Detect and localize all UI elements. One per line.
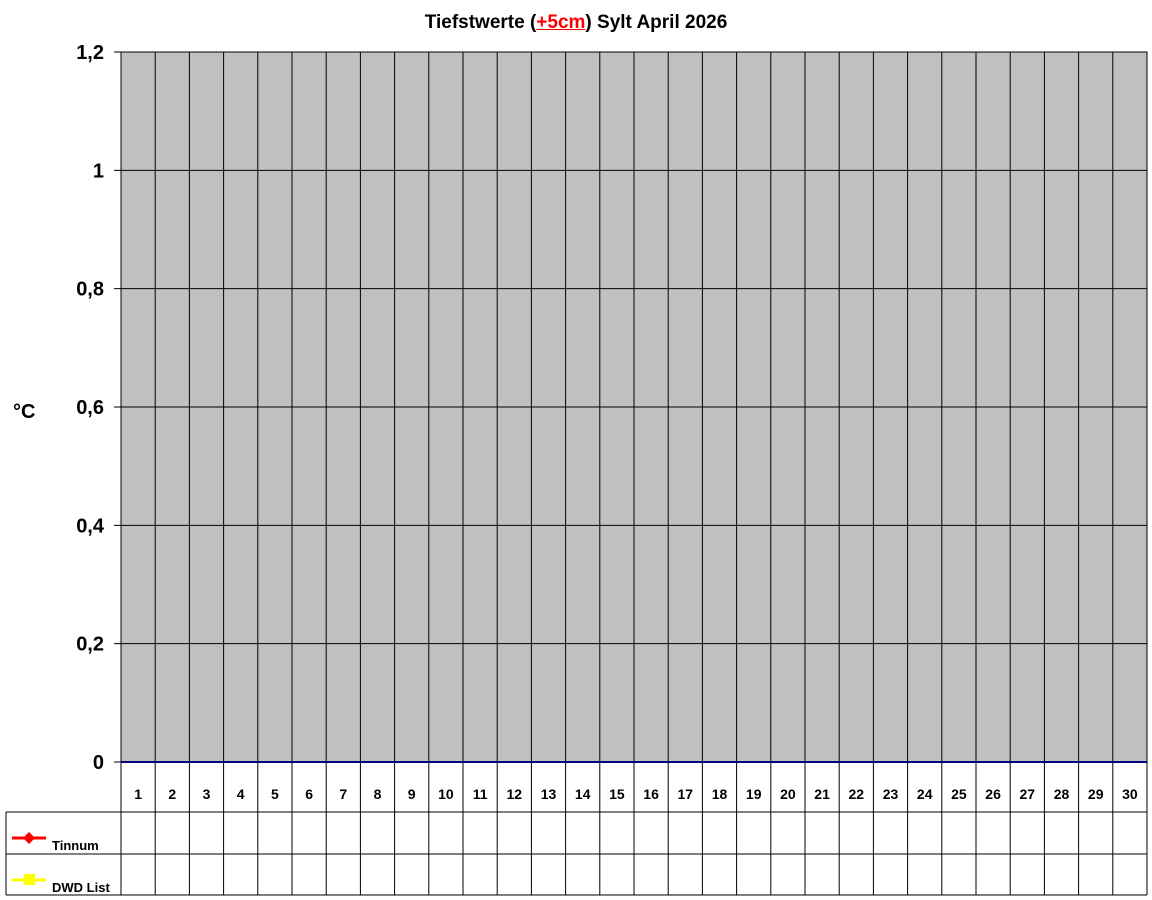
x-tick-label: 21 xyxy=(814,786,830,802)
x-tick-label: 1 xyxy=(134,786,142,802)
x-tick-label: 15 xyxy=(609,786,625,802)
x-tick-label: 27 xyxy=(1020,786,1036,802)
x-tick-label: 18 xyxy=(712,786,728,802)
x-tick-label: 3 xyxy=(203,786,211,802)
square-marker-icon xyxy=(24,874,35,885)
x-tick-label: 29 xyxy=(1088,786,1104,802)
chart-title: Tiefstwerte (+5cm) Sylt April 2026 xyxy=(424,12,728,33)
y-tick-label: 0 xyxy=(93,752,104,774)
y-tick-label: 0,8 xyxy=(76,279,104,301)
y-axis-label: °C xyxy=(13,401,35,423)
x-tick-label: 12 xyxy=(507,786,523,802)
x-tick-label: 8 xyxy=(374,786,382,802)
y-tick-label: 0,6 xyxy=(76,397,104,419)
x-tick-label: 22 xyxy=(849,786,865,802)
y-tick-label: 1 xyxy=(93,160,104,182)
y-tick-label: 1,2 xyxy=(76,42,104,64)
x-tick-label: 16 xyxy=(643,786,659,802)
x-tick-label: 24 xyxy=(917,786,933,802)
x-tick-label: 30 xyxy=(1122,786,1138,802)
x-tick-label: 19 xyxy=(746,786,762,802)
legend-label: DWD List xyxy=(52,880,110,895)
x-tick-label: 14 xyxy=(575,786,591,802)
x-tick-label: 10 xyxy=(438,786,454,802)
legend-label: Tinnum xyxy=(52,838,99,853)
y-tick-label: 0,4 xyxy=(76,515,105,537)
y-tick-label: 0,2 xyxy=(76,634,104,656)
diamond-marker-icon xyxy=(23,832,35,844)
x-tick-label: 11 xyxy=(473,786,488,802)
x-tick-label: 7 xyxy=(339,786,347,802)
x-tick-label: 26 xyxy=(985,786,1001,802)
x-tick-label: 2 xyxy=(168,786,176,802)
x-tick-label: 4 xyxy=(237,786,245,802)
x-tick-label: 6 xyxy=(305,786,313,802)
x-tick-label: 17 xyxy=(678,786,694,802)
x-tick-label: 13 xyxy=(541,786,557,802)
x-tick-label: 25 xyxy=(951,786,967,802)
x-tick-label: 28 xyxy=(1054,786,1070,802)
x-tick-label: 23 xyxy=(883,786,899,802)
x-tick-label: 20 xyxy=(780,786,796,802)
x-tick-label: 9 xyxy=(408,786,416,802)
x-tick-label: 5 xyxy=(271,786,279,802)
